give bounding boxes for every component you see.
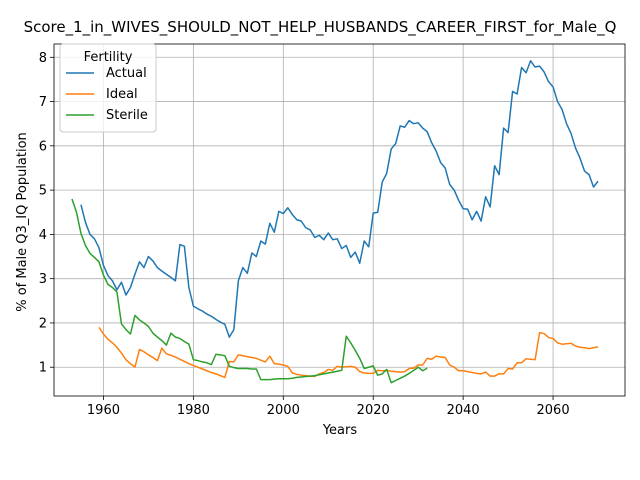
series-line-actual	[80, 60, 599, 338]
x-tick-label: 2060	[537, 403, 570, 418]
y-axis-label: % of Male Q3_IQ Population	[15, 132, 30, 312]
x-tick-label: 2000	[267, 403, 300, 418]
y-tick-label: 4	[39, 228, 47, 243]
y-axis: 1 2 3 4 5 6 7 8	[39, 51, 54, 376]
y-tick-label: 7	[39, 95, 47, 110]
legend-label-sterile: Sterile	[106, 108, 148, 123]
y-tick-label: 8	[39, 51, 47, 66]
x-axis-label: Years	[322, 423, 358, 438]
grid-lines	[54, 44, 625, 396]
plot-frame	[53, 43, 626, 397]
x-tick-label: 2040	[447, 403, 480, 418]
chart-title: Score_1_in_WIVES_SHOULD_NOT_HELP_HUSBAND…	[24, 18, 617, 37]
legend-title: Fertility	[84, 50, 133, 65]
legend-label-actual: Actual	[106, 66, 147, 81]
y-tick-label: 6	[39, 139, 47, 154]
y-tick-label: 2	[39, 316, 47, 331]
x-tick-label: 2020	[357, 403, 390, 418]
series-line-ideal	[98, 326, 599, 379]
x-tick-label: 1980	[177, 403, 210, 418]
legend: Fertility Actual Ideal Sterile	[59, 43, 157, 133]
series-line-sterile	[71, 198, 428, 384]
legend-box	[59, 43, 157, 133]
series-lines	[71, 60, 599, 384]
y-tick-label: 5	[39, 184, 47, 199]
y-tick-label: 3	[39, 272, 47, 287]
x-tick-label: 1960	[87, 403, 120, 418]
legend-label-ideal: Ideal	[106, 87, 138, 102]
y-tick-label: 1	[39, 361, 47, 376]
x-axis: 1960 1980 2000 2020 2040 2060	[87, 396, 570, 418]
